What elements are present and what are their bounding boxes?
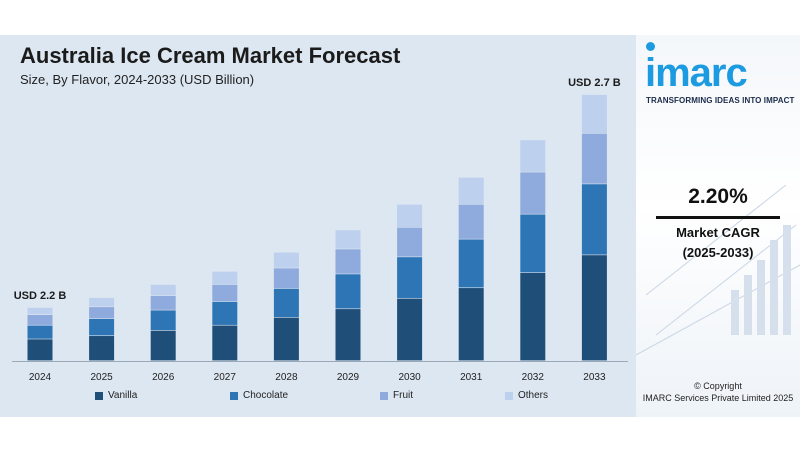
- cagr-period: (2025-2033): [682, 245, 754, 260]
- bar-chocolate-2030: [397, 257, 423, 298]
- bar-chocolate-2033: [581, 184, 607, 255]
- legend-swatch-others: [505, 391, 513, 400]
- x-tick-label-2031: 2031: [460, 372, 483, 383]
- imarc-logo: imarc: [645, 51, 748, 95]
- bar-others-2025: [89, 297, 115, 307]
- bar-chocolate-2028: [273, 288, 299, 318]
- bar-vanilla-2030: [397, 298, 423, 361]
- legend-label-others: Others: [518, 390, 549, 401]
- bar-chocolate-2027: [212, 301, 238, 325]
- bar-vanilla-2027: [212, 325, 238, 361]
- legend-swatch-vanilla: [95, 391, 103, 400]
- chart-title: Australia Ice Cream Market Forecast: [20, 43, 401, 68]
- x-tick-label-2029: 2029: [337, 372, 360, 383]
- background-decoration: [636, 184, 800, 356]
- bar-fruit-2032: [520, 172, 546, 214]
- legend-label-fruit: Fruit: [393, 390, 413, 401]
- bar-others-2030: [397, 204, 423, 227]
- x-tick-label-2024: 2024: [29, 372, 52, 383]
- bar-vanilla-2024: [27, 339, 53, 361]
- bar-others-2028: [273, 252, 299, 268]
- x-tick-label-2026: 2026: [152, 372, 175, 383]
- copyright-text: © Copyright: [694, 381, 742, 391]
- legend-label-vanilla: Vanilla: [108, 390, 138, 401]
- company-name: IMARC Services Private Limited 2025: [642, 393, 794, 403]
- bar-fruit-2030: [397, 227, 423, 257]
- bar-others-2027: [212, 271, 238, 285]
- bar-chocolate-2032: [520, 214, 546, 273]
- bar-vanilla-2028: [273, 317, 299, 361]
- x-tick-label-2025: 2025: [90, 372, 113, 383]
- bar-chocolate-2029: [335, 274, 361, 309]
- legend-item-chocolate: Chocolate: [230, 390, 288, 401]
- x-tick-label-2033: 2033: [583, 372, 606, 383]
- legend-swatch-chocolate: [230, 391, 238, 400]
- legend-item-others: Others: [505, 390, 548, 401]
- bar-fruit-2026: [150, 295, 176, 310]
- stacked-bar-chart: 2024 2025 2026 2027 2028 2029 2030 2031 2032 2033…: [12, 77, 628, 383]
- bar-others-2032: [520, 140, 546, 172]
- bar-others-2033: [581, 94, 607, 134]
- legend-item-vanilla: Vanilla: [95, 390, 137, 401]
- x-tick-label-2028: 2028: [275, 372, 298, 383]
- bar-vanilla-2033: [581, 255, 607, 361]
- legend-item-fruit: Fruit: [380, 390, 413, 401]
- infographic-card: Australia Ice Cream Market Forecast Size…: [0, 35, 800, 417]
- logo-dot-icon: [646, 42, 655, 51]
- bar-fruit-2031: [458, 204, 484, 239]
- x-tick-label-2030: 2030: [398, 372, 421, 383]
- chart-subtitle: Size, By Flavor, 2024-2033 (USD Billion): [20, 72, 255, 87]
- bar-chocolate-2026: [150, 310, 176, 331]
- bar-chocolate-2024: [27, 325, 53, 339]
- bar-vanilla-2025: [89, 336, 115, 361]
- legend-label-chocolate: Chocolate: [243, 390, 289, 401]
- bar-others-2024: [27, 307, 53, 315]
- bar-others-2029: [335, 230, 361, 249]
- brand-tagline: TRANSFORMING IDEAS INTO IMPACT: [646, 96, 795, 105]
- bar-fruit-2027: [212, 284, 238, 302]
- cagr-value: 2.20%: [688, 185, 748, 208]
- bar-fruit-2033: [581, 133, 607, 184]
- bar-fruit-2028: [273, 268, 299, 289]
- legend-swatch-fruit: [380, 391, 388, 400]
- brand-panel: imarc TRANSFORMING IDEAS INTO IMPACT 2.2…: [636, 35, 800, 417]
- bar-fruit-2029: [335, 249, 361, 274]
- chart-panel: Australia Ice Cream Market Forecast Size…: [0, 35, 636, 417]
- bar-vanilla-2029: [335, 309, 361, 361]
- x-tick-label-2027: 2027: [214, 372, 237, 383]
- bar-vanilla-2031: [458, 288, 484, 361]
- bar-fruit-2025: [89, 307, 115, 319]
- bar-others-2026: [150, 284, 176, 296]
- bar-fruit-2024: [27, 315, 53, 325]
- bar-others-2031: [458, 177, 484, 204]
- bar-chocolate-2031: [458, 239, 484, 288]
- chart-legend: Vanilla Chocolate Fruit Others: [0, 390, 636, 406]
- annotation-2033: USD 2.7 B: [568, 77, 621, 89]
- bar-chocolate-2025: [89, 318, 115, 336]
- annotation-2024: USD 2.2 B: [14, 290, 67, 302]
- bar-vanilla-2032: [520, 272, 546, 361]
- bar-vanilla-2026: [150, 330, 176, 361]
- cagr-divider: [656, 216, 780, 219]
- x-tick-label-2032: 2032: [522, 372, 545, 383]
- cagr-label: Market CAGR: [676, 225, 760, 240]
